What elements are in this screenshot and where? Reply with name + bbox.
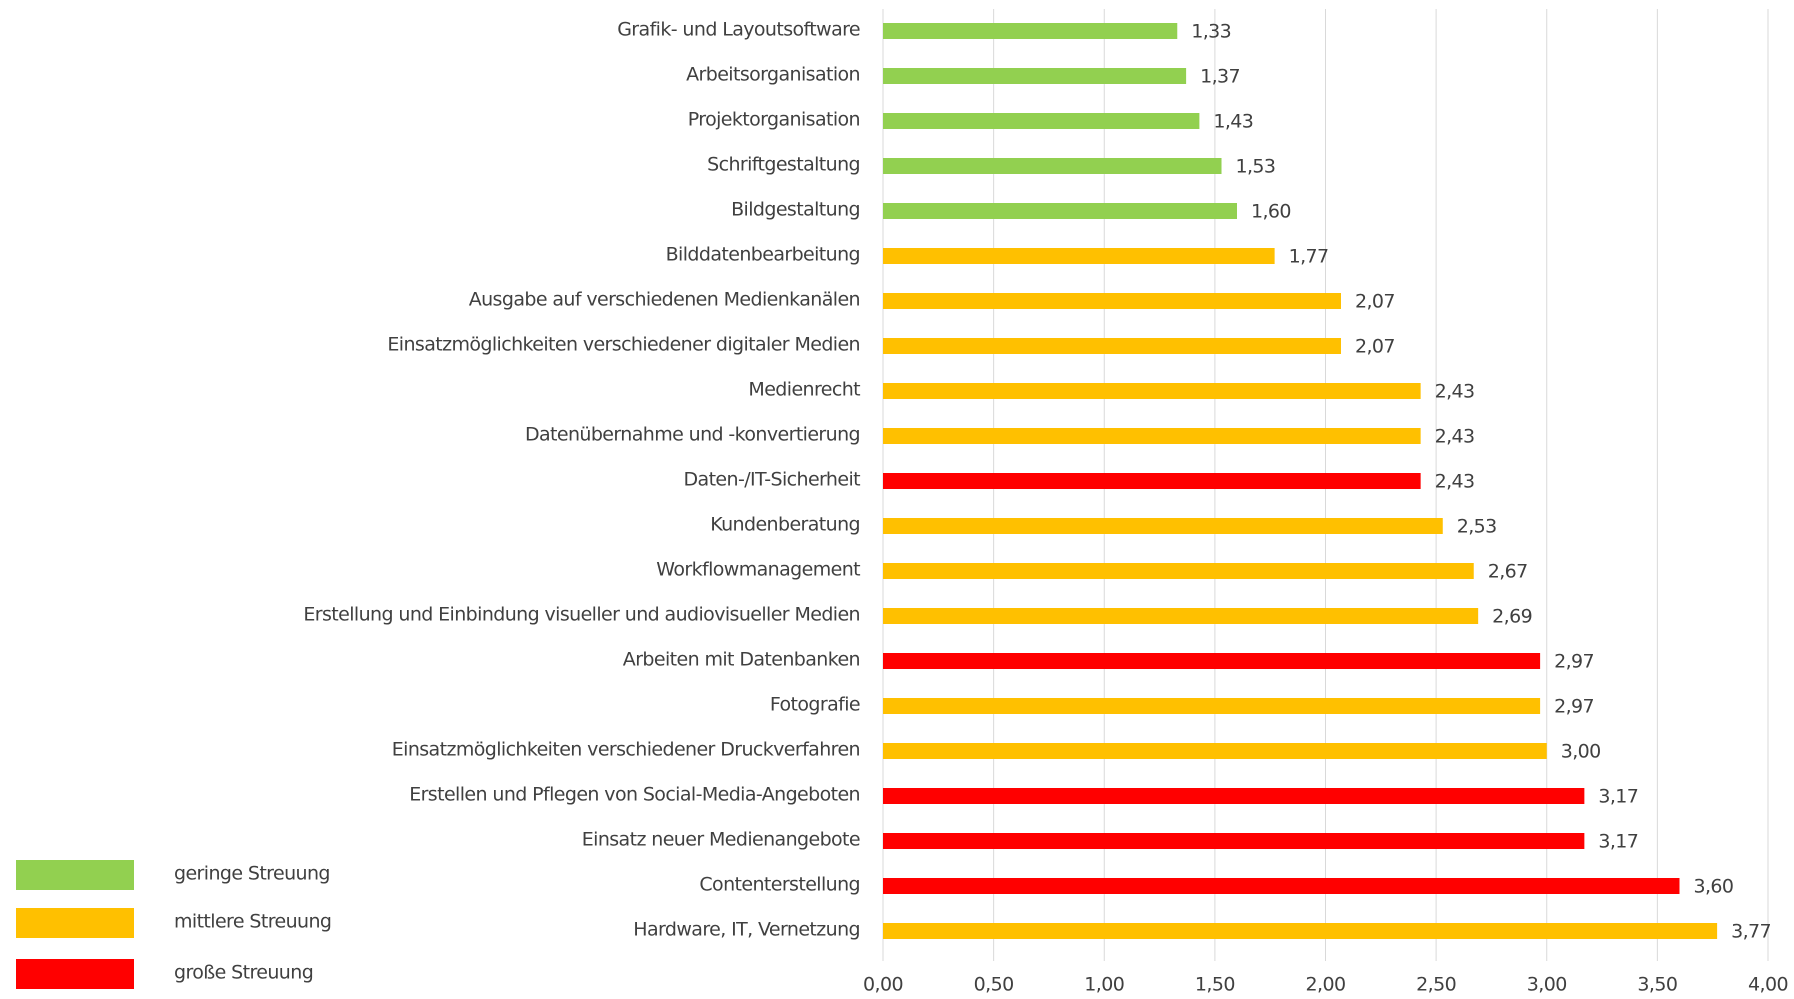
bar [883,923,1718,939]
y-tick-label: Hardware, IT, Vernetzung [633,919,860,941]
x-tick-label: 2,00 [1306,974,1346,996]
y-tick-label: Daten-/IT-Sicherheit [684,469,861,491]
data-label: 3,17 [1598,786,1638,808]
data-label: 2,69 [1492,606,1532,628]
data-label: 1,60 [1251,201,1291,223]
y-tick-label: Einsatz neuer Medienangebote [582,829,860,851]
legend-label: große Streuung [174,962,313,984]
bar [883,23,1178,39]
data-label: 2,53 [1457,516,1497,538]
y-tick-label: Bilddatenbearbeitung [666,244,860,266]
bar [883,518,1443,534]
data-label: 1,43 [1213,111,1253,133]
legend-label: geringe Streuung [174,863,330,885]
bar [883,473,1421,489]
bar [883,203,1237,219]
bar [883,113,1200,129]
data-label: 3,60 [1694,876,1734,898]
y-tick-label: Einsatzmöglichkeiten verschiedener digit… [387,334,860,356]
bar [883,158,1222,174]
bar [883,338,1341,354]
data-label: 1,33 [1191,21,1231,43]
bar [883,833,1585,849]
y-tick-label: Bildgestaltung [731,199,860,221]
x-tick-label: 0,50 [974,974,1014,996]
data-label: 1,53 [1236,156,1276,178]
bar [883,428,1421,444]
data-label: 2,07 [1355,291,1395,313]
y-tick-label: Workflowmanagement [656,559,860,581]
y-tick-label: Datenübernahme und -konvertierung [525,424,860,446]
data-label: 2,67 [1488,561,1528,583]
data-label: 3,17 [1598,831,1638,853]
data-label: 2,07 [1355,336,1395,358]
x-tick-label: 1,50 [1195,974,1235,996]
data-label: 2,43 [1435,471,1475,493]
bar [883,743,1547,759]
y-tick-label: Grafik- und Layoutsoftware [617,19,860,41]
y-tick-label: Contenterstellung [699,874,860,896]
x-tick-label: 3,00 [1527,974,1567,996]
y-tick-label: Fotografie [770,694,860,716]
data-label: 1,37 [1200,66,1240,88]
bar [883,563,1474,579]
x-tick-label: 3,50 [1637,974,1677,996]
y-tick-label: Ausgabe auf verschiedenen Medienkanälen [469,289,860,311]
bar [883,653,1541,669]
x-tick-label: 4,00 [1748,974,1788,996]
x-tick-label: 2,50 [1416,974,1456,996]
bar [883,68,1187,84]
bar [883,608,1479,624]
bar [883,698,1541,714]
x-tick-label: 1,00 [1084,974,1124,996]
y-tick-label: Einsatzmöglichkeiten verschiedener Druck… [392,739,860,761]
y-tick-label: Kundenberatung [710,514,860,536]
y-tick-label: Projektorganisation [688,109,860,131]
data-label: 2,43 [1435,426,1475,448]
legend-swatch [16,908,134,938]
x-tick-label: 0,00 [863,974,903,996]
bar [883,878,1680,894]
data-label: 2,97 [1554,651,1594,673]
y-tick-label: Arbeitsorganisation [686,64,860,86]
y-tick-label: Medienrecht [748,379,860,401]
data-label: 3,77 [1731,921,1771,943]
data-label: 3,00 [1561,741,1601,763]
bar [883,248,1275,264]
y-tick-label: Schriftgestaltung [707,154,860,176]
y-tick-label: Erstellung und Einbindung visueller und … [303,604,860,626]
legend-swatch [16,860,134,890]
data-label: 2,97 [1554,696,1594,718]
data-label: 2,43 [1435,381,1475,403]
legend-label: mittlere Streuung [174,911,331,933]
y-tick-label: Erstellen und Pflegen von Social-Media-A… [409,784,860,806]
legend-swatch [16,959,134,989]
bar [883,293,1341,309]
y-tick-label: Arbeiten mit Datenbanken [623,649,860,671]
bar [883,383,1421,399]
bar [883,788,1585,804]
data-label: 1,77 [1289,246,1329,268]
